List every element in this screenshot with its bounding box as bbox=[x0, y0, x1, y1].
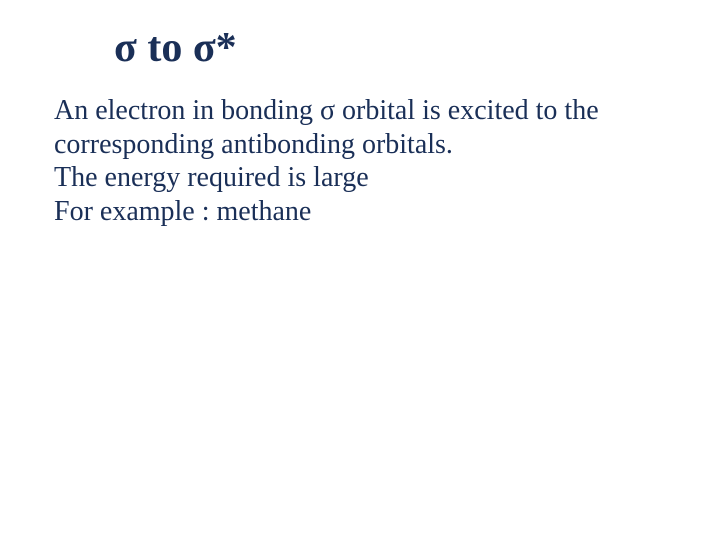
body-line: For example : methane bbox=[54, 195, 666, 229]
slide-title: σ to σ* bbox=[114, 24, 666, 72]
body-line: An electron in bonding σ orbital is exci… bbox=[54, 94, 666, 128]
slide: σ to σ* An electron in bonding σ orbital… bbox=[0, 0, 720, 540]
body-line: corresponding antibonding orbitals. bbox=[54, 128, 666, 162]
slide-body: An electron in bonding σ orbital is exci… bbox=[54, 94, 666, 228]
body-line: The energy required is large bbox=[54, 161, 666, 195]
